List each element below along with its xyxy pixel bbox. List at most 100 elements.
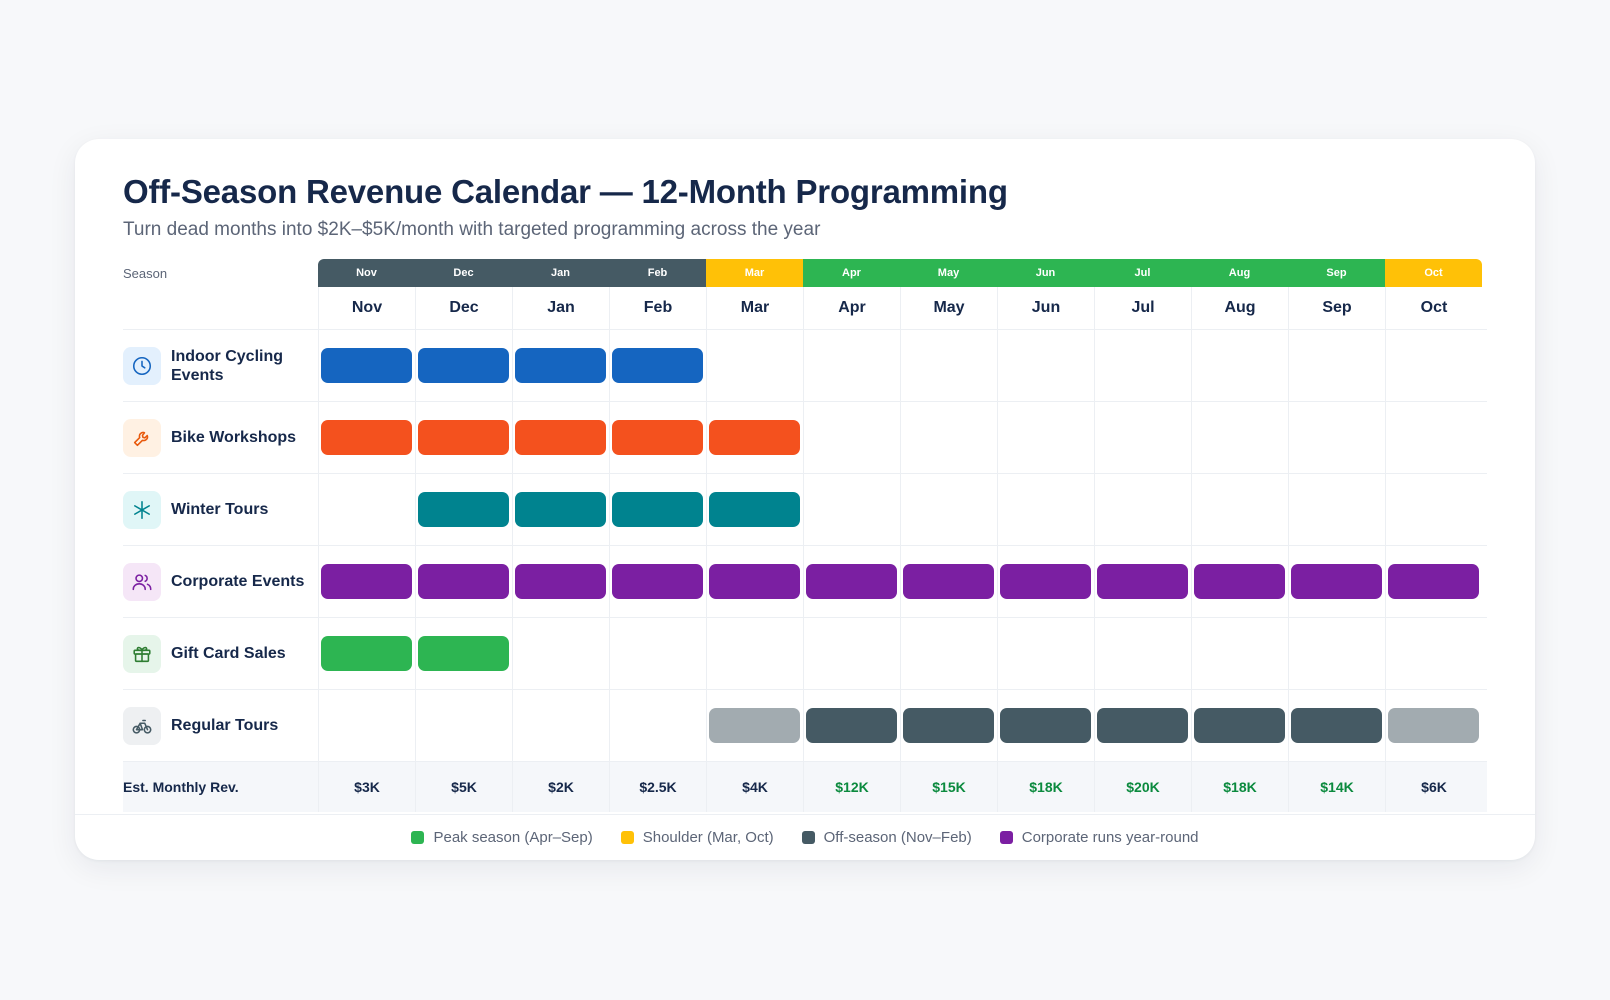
column-divider (1385, 474, 1386, 545)
program-bar-nov[interactable] (321, 564, 412, 599)
column-divider (706, 474, 707, 545)
legend-label: Off-season (Nov–Feb) (823, 829, 972, 846)
column-divider (318, 402, 319, 473)
column-divider (415, 474, 416, 545)
column-divider (706, 690, 707, 761)
program-bar-nov[interactable] (321, 420, 412, 455)
program-bar-oct[interactable] (1388, 564, 1479, 599)
month-header-feb: Feb (609, 287, 706, 329)
column-divider (900, 402, 901, 473)
program-bar-jan[interactable] (515, 348, 606, 383)
program-bar-feb[interactable] (612, 564, 703, 599)
program-bar-jun[interactable] (1000, 708, 1091, 743)
revenue-row: Est. Monthly Rev. $3K $5K $2K $2.5K $4K $12K $… (123, 762, 1487, 812)
snowflake-icon (123, 490, 161, 529)
program-bar-nov[interactable] (321, 348, 412, 383)
column-divider (609, 330, 610, 401)
column-divider (803, 690, 804, 761)
program-bar-dec[interactable] (418, 636, 509, 671)
program-row: Indoor Cycling Events (123, 330, 1487, 402)
column-divider (1288, 330, 1289, 401)
program-label: Winter Tours (123, 474, 318, 545)
column-divider (900, 474, 901, 545)
column-divider (1094, 402, 1095, 473)
month-header-row: Nov Dec Jan Feb Mar Apr May Jun Jul Aug Sep Oct (123, 287, 1487, 330)
program-bar-sep[interactable] (1291, 564, 1382, 599)
column-divider (1385, 618, 1386, 689)
column-divider (609, 474, 610, 545)
column-divider (803, 474, 804, 545)
program-bar-feb[interactable] (612, 420, 703, 455)
revenue-oct: $6K (1385, 762, 1482, 812)
program-bar-dec[interactable] (418, 492, 509, 527)
program-bar-jan[interactable] (515, 564, 606, 599)
program-row: Corporate Events (123, 546, 1487, 618)
program-bar-feb[interactable] (612, 492, 703, 527)
program-bar-jun[interactable] (1000, 564, 1091, 599)
program-label: Indoor Cycling Events (123, 330, 318, 401)
season-row: Season Nov Dec Jan Feb Mar Apr May Jun Jul Aug Sep… (123, 259, 1487, 287)
legend-item: Corporate runs year-round (999, 829, 1199, 846)
program-row: Gift Card Sales (123, 618, 1487, 690)
program-bar-apr[interactable] (806, 708, 897, 743)
program-bar-mar[interactable] (709, 708, 800, 743)
column-divider (803, 330, 804, 401)
column-divider (1191, 546, 1192, 617)
program-bar-apr[interactable] (806, 564, 897, 599)
program-bar-dec[interactable] (418, 348, 509, 383)
program-row: Regular Tours (123, 690, 1487, 762)
program-bar-may[interactable] (903, 708, 994, 743)
month-header-jun: Jun (997, 287, 1094, 329)
program-bar-feb[interactable] (612, 348, 703, 383)
month-header-jan: Jan (512, 287, 609, 329)
program-bar-mar[interactable] (709, 492, 800, 527)
program-bar-mar[interactable] (709, 564, 800, 599)
month-header-jul: Jul (1094, 287, 1191, 329)
program-bar-aug[interactable] (1194, 564, 1285, 599)
program-label: Gift Card Sales (123, 618, 318, 689)
program-bar-jul[interactable] (1097, 708, 1188, 743)
program-bar-jan[interactable] (515, 492, 606, 527)
legend-swatch (999, 831, 1013, 844)
bicycle-icon (123, 706, 161, 745)
column-divider (512, 690, 513, 761)
program-bar-dec[interactable] (418, 420, 509, 455)
season-cell-oct: Oct (1385, 259, 1482, 287)
column-divider (318, 330, 319, 401)
column-divider (1385, 690, 1386, 761)
program-bar-may[interactable] (903, 564, 994, 599)
column-divider (1288, 546, 1289, 617)
program-bar-aug[interactable] (1194, 708, 1285, 743)
season-cell-apr: Apr (803, 259, 900, 287)
month-header-apr: Apr (803, 287, 900, 329)
program-rows: Indoor Cycling Events Bike Workshops Winte… (123, 330, 1487, 762)
program-bar-mar[interactable] (709, 420, 800, 455)
column-divider (415, 690, 416, 761)
column-divider (1094, 474, 1095, 545)
column-divider (318, 474, 319, 545)
program-label: Regular Tours (123, 690, 318, 761)
program-bar-jan[interactable] (515, 420, 606, 455)
program-bar-sep[interactable] (1291, 708, 1382, 743)
month-header-dec: Dec (415, 287, 512, 329)
legend-item: Shoulder (Mar, Oct) (620, 829, 774, 846)
program-bar-oct[interactable] (1388, 708, 1479, 743)
program-bar-jul[interactable] (1097, 564, 1188, 599)
column-divider (318, 546, 319, 617)
program-bar-dec[interactable] (418, 564, 509, 599)
season-cell-sep: Sep (1288, 259, 1385, 287)
column-divider (609, 546, 610, 617)
column-divider (706, 402, 707, 473)
program-name: Regular Tours (171, 717, 279, 734)
program-bar-nov[interactable] (321, 636, 412, 671)
season-cell-jul: Jul (1094, 259, 1191, 287)
column-divider (512, 474, 513, 545)
column-divider (1191, 690, 1192, 761)
column-divider (512, 402, 513, 473)
wrench-icon (123, 418, 161, 457)
column-divider (609, 402, 610, 473)
column-divider (512, 618, 513, 689)
season-cell-jan: Jan (512, 259, 609, 287)
column-divider (512, 330, 513, 401)
column-divider (1094, 690, 1095, 761)
